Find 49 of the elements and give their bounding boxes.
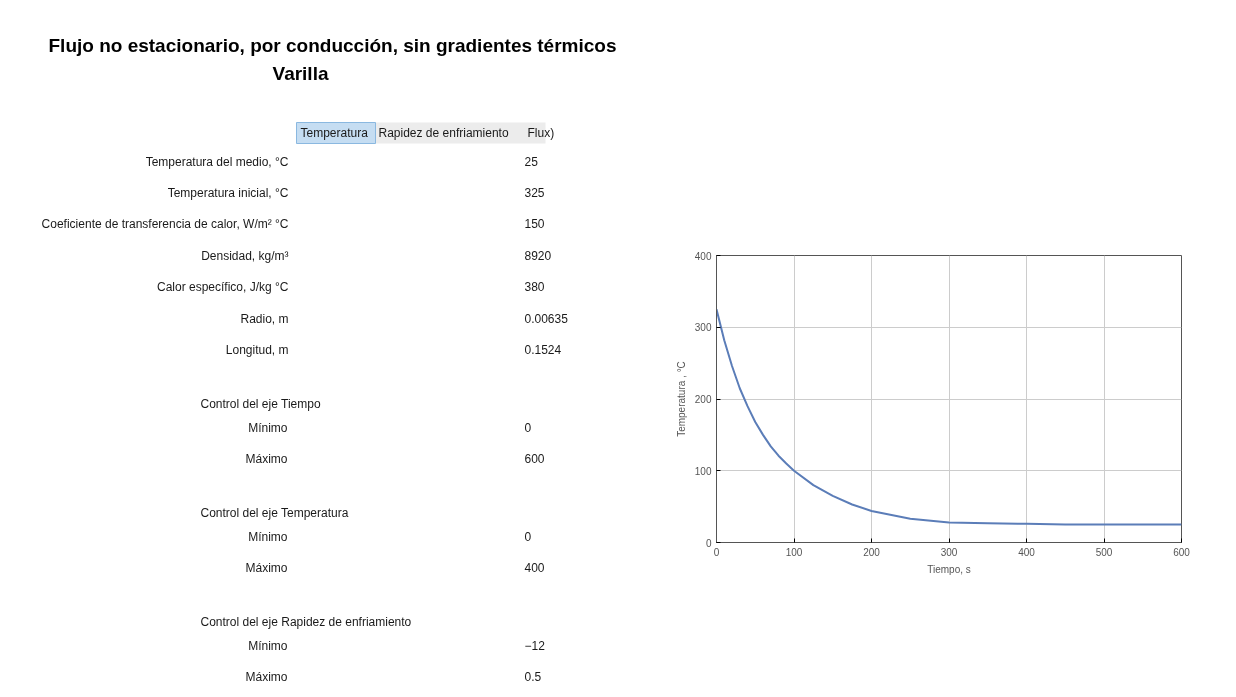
text: Máximo [245,451,288,466]
text: Mínimo [248,529,288,544]
x-tick-label: 600 [1173,546,1191,558]
text: Varilla [272,63,329,84]
text: 400 [524,561,545,575]
x-tick-label: 200 [863,546,881,558]
text: 325 [524,186,545,200]
text: Máximo [245,669,288,684]
text: Mínimo [248,638,288,653]
line-series [716,308,1182,526]
x-tick-label: 300 [940,546,958,558]
text: Mínimo [248,420,288,435]
text: 0.5 [524,670,542,684]
y-tick-label: 400 [694,250,712,262]
text: Rapidez de enfriamiento [378,125,509,140]
text: Flux) [527,125,555,140]
x-axis-title: Tiempo, s [927,563,971,575]
text: Control del eje Tiempo [200,396,321,411]
x-tick-label: 500 [1095,546,1113,558]
text: Longitud, m [225,342,289,357]
text: 8920 [524,249,552,263]
y-tick-label: 0 [705,537,712,549]
text: Máximo [245,560,288,575]
text: 380 [524,280,545,294]
text: 0 [524,530,532,544]
x-tick-label: 100 [785,546,803,558]
text: Control del eje Temperatura [200,505,349,520]
text: Temperatura [300,125,369,140]
text: 600 [524,452,545,466]
y-tick-label: 100 [694,465,712,477]
text: 25 [524,155,539,169]
text: Coeficiente de transferencia de calor, W/m² °C [41,216,289,231]
text: 150 [524,217,545,231]
text: 0 [524,421,532,435]
text: Calor específico, J/kg °C [156,279,289,294]
x-tick-label: 400 [1018,546,1036,558]
text: −12 [524,639,546,653]
text: Temperatura inicial, °C [167,185,289,200]
text: Radio, m [240,311,289,326]
text: Control del eje Rapidez de enfriamiento [200,614,412,629]
text: Densidad, kg/m³ [201,248,289,263]
y-tick-label: 300 [694,322,712,334]
y-axis-title: Temperatura , °C [675,361,687,437]
text: Flujo no estacionario, por conducción, sin gradientes térmicos [48,35,617,56]
text: Temperatura del medio, °C [145,154,289,169]
y-tick-label: 200 [694,394,712,405]
text: 0.00635 [524,312,569,326]
x-tick-label: 0 [713,546,720,558]
text: 0.1524 [524,343,562,357]
